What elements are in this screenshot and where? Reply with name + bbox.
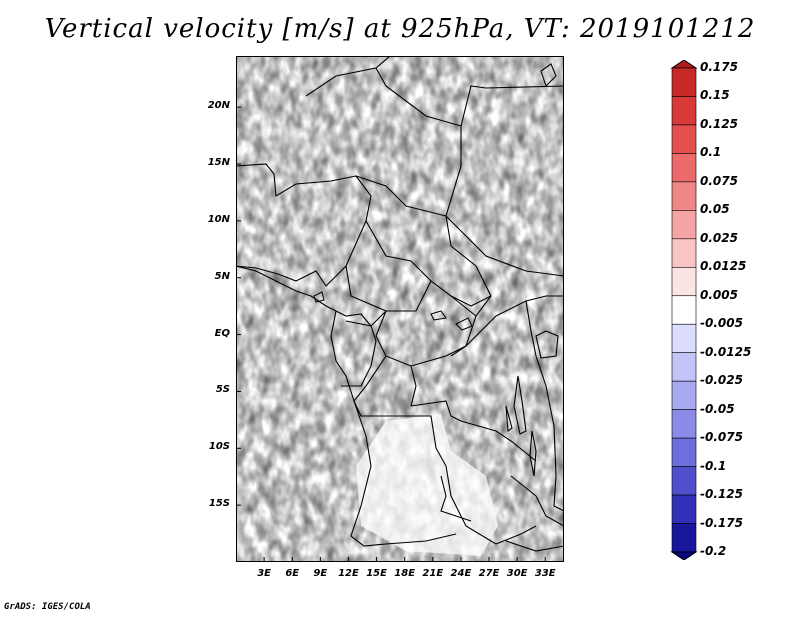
colorbar-level-label: -0.05 <box>700 401 735 416</box>
colorbar-level-label: 0.0125 <box>700 259 747 274</box>
software-credit: GrADS: IGES/COLA <box>4 602 91 612</box>
colorbar-level-label: -0.125 <box>700 487 743 502</box>
colorbar-swatch <box>671 466 697 496</box>
lat-label: 15S <box>208 498 230 510</box>
lon-label: 21E <box>422 568 444 579</box>
colorbar-swatch <box>671 437 697 467</box>
lon-label: 12E <box>338 568 359 579</box>
map-frame <box>236 56 564 562</box>
colorbar-swatch <box>671 295 697 325</box>
colorbar-level-label: 0.05 <box>700 202 730 217</box>
lat-label: 15N <box>207 157 230 169</box>
chart-title: Vertical velocity [m/s] at 925hPa, VT: 2… <box>44 14 756 44</box>
lat-label: 10S <box>208 441 230 453</box>
colorbar-swatch <box>671 238 697 268</box>
colorbar-level-label: 0.075 <box>700 173 738 188</box>
lat-label: 20N <box>207 100 230 112</box>
lon-label: 3E <box>257 568 271 579</box>
colorbar-swatch <box>671 523 697 553</box>
colorbar-level-label: -0.2 <box>700 544 727 558</box>
lon-label: 27E <box>478 568 500 579</box>
colorbar-swatch <box>671 210 697 240</box>
colorbar-level-label: -0.025 <box>700 373 743 388</box>
colorbar-level-label: 0.125 <box>700 116 738 131</box>
lon-label: 9E <box>313 568 328 579</box>
colorbar-swatch <box>671 96 697 126</box>
velocity-field-map <box>235 50 565 562</box>
colorbar-swatch <box>671 323 697 354</box>
colorbar-swatch <box>671 153 697 183</box>
coast-details <box>313 291 473 331</box>
colorbar-swatch <box>671 409 697 439</box>
lon-label: 24E <box>450 568 472 579</box>
lat-label: 5N <box>214 270 230 282</box>
colorbar-swatch <box>671 266 697 297</box>
colorbar-min-arrow <box>670 551 698 560</box>
colorbar-level-label: 0.15 <box>700 88 730 103</box>
country-borders <box>235 50 565 562</box>
colorbar-max-arrow <box>670 60 698 69</box>
colorbar-level-label: -0.075 <box>700 430 743 445</box>
lon-label: 15E <box>366 568 387 579</box>
map-panel <box>235 50 565 562</box>
colorbar-swatch <box>671 494 697 524</box>
colorbar-swatch <box>671 124 697 154</box>
colorbar-level-label: 0.175 <box>700 60 738 74</box>
lat-label: 5S <box>215 384 230 396</box>
colorbar-level-label: -0.175 <box>700 515 743 530</box>
lon-label: 33E <box>534 568 556 579</box>
colorbar-swatch <box>671 181 697 211</box>
colorbar-level-label: -0.005 <box>700 316 743 331</box>
lon-label: 30E <box>506 568 528 579</box>
colorbar-level-label: 0.025 <box>700 230 738 245</box>
colorbar-swatch <box>671 352 697 382</box>
lon-label: 18E <box>394 568 416 579</box>
colorbar-level-label: 0.005 <box>700 287 738 302</box>
lat-label: EQ <box>214 327 230 339</box>
weak-motion-area <box>356 414 498 556</box>
colorbar-level-label: -0.1 <box>700 458 727 473</box>
colorbar-swatches <box>670 60 698 560</box>
colorbar-level-label: 0.1 <box>700 145 722 160</box>
lakes <box>505 63 559 477</box>
colorbar-level-label: -0.0125 <box>700 344 752 359</box>
lon-label: 6E <box>285 568 300 579</box>
colorbar-swatch <box>671 380 697 410</box>
colorbar-swatch <box>671 67 697 97</box>
lat-label: 10N <box>207 213 230 225</box>
